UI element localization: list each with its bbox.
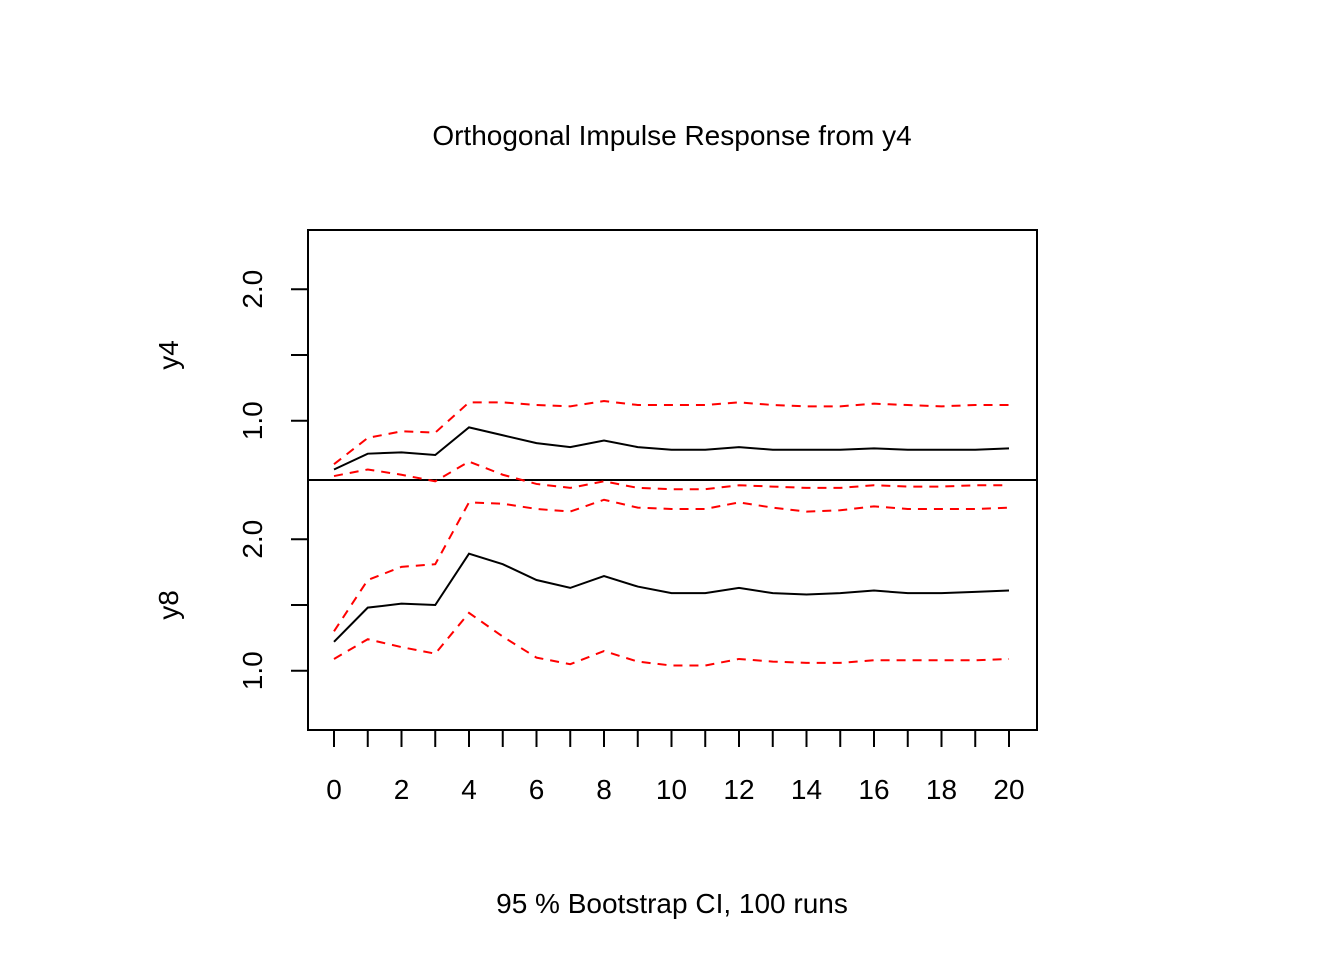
x-tick-label: 20: [993, 774, 1024, 805]
chart-title: Orthogonal Impulse Response from y4: [432, 120, 911, 151]
series-response-line: [333, 552, 1010, 643]
x-tick-label: 0: [326, 774, 342, 805]
x-tick-label: 16: [858, 774, 889, 805]
x-tick-label: 14: [791, 774, 822, 805]
x-tick-label: 18: [926, 774, 957, 805]
x-tick-label: 6: [529, 774, 545, 805]
y-tick-label: 2.0: [237, 270, 268, 309]
x-tick-label: 2: [394, 774, 410, 805]
series-ci_upper-line: [333, 498, 1010, 632]
x-tick-label: 12: [723, 774, 754, 805]
y-tick-label: 1.0: [237, 651, 268, 690]
y-axis-label: y8: [153, 590, 184, 620]
x-tick-label: 8: [596, 774, 612, 805]
x-axis: 0 2 4 6 8 10 12 14 16 18 20: [326, 729, 1025, 805]
y-tick-label: 1.0: [237, 401, 268, 440]
x-axis-label: 95 % Bootstrap CI, 100 runs: [496, 888, 848, 919]
x-tick-label: 4: [461, 774, 477, 805]
series-ci_upper-line: [333, 400, 1009, 465]
y-axis-label: y4: [153, 340, 184, 370]
x-tick-label: 10: [656, 774, 687, 805]
series-ci_lower-line: [333, 460, 1009, 491]
series-ci_lower-line: [333, 611, 1010, 667]
series-response-line: [333, 426, 1010, 471]
panel-y4: 1.0 2.0 y4: [153, 270, 1010, 491]
panel-y8: 1.0 2.0 y8: [153, 498, 1010, 690]
y-tick-label: 2.0: [237, 520, 268, 559]
